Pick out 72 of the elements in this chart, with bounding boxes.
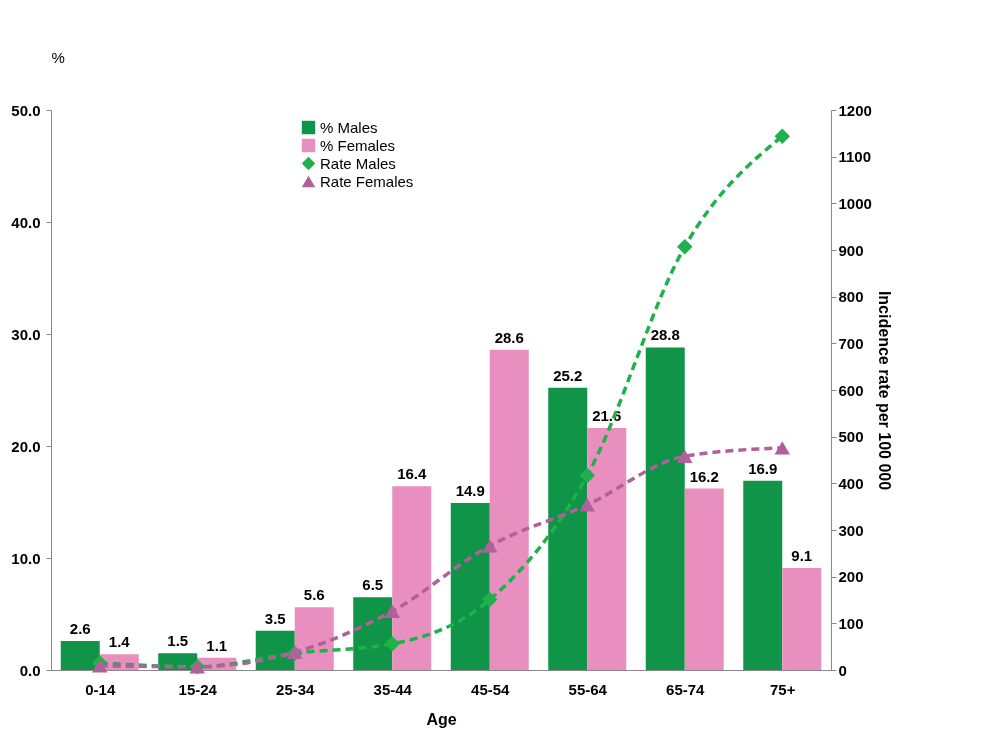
bar: [587, 428, 627, 670]
x-tick-label: 75+: [770, 680, 796, 698]
legend-label: Rate Females: [320, 172, 414, 190]
y2-tick-label: 200: [838, 568, 864, 586]
x-tick-label: 15-24: [178, 680, 218, 698]
bar: [450, 503, 490, 670]
y2-tick-label: 1000: [838, 194, 872, 212]
bar: [353, 597, 393, 670]
legend-label: Rate Males: [320, 154, 396, 172]
point: [92, 659, 108, 673]
y2-tick-label: 900: [838, 241, 864, 259]
data-label: 1.5: [167, 632, 189, 650]
point: [774, 128, 790, 144]
bar: [645, 347, 685, 670]
data-label: 28.6: [494, 328, 524, 346]
y2-tick-label: 300: [838, 521, 864, 539]
y2-tick-label: 500: [838, 428, 864, 446]
bar: [294, 607, 334, 670]
y2-tick-label: 1100: [838, 148, 872, 166]
y-tick-label: 10.0: [11, 549, 41, 567]
y2-tick-label: 400: [838, 474, 864, 492]
x-tick-label: 25-34: [276, 680, 316, 698]
point: [482, 539, 498, 553]
y2-tick-label: 1200: [838, 101, 872, 119]
bar: [548, 387, 588, 670]
y-tick-label: 50.0: [11, 101, 41, 119]
y-axis-title: %: [51, 48, 65, 66]
point: [677, 449, 693, 463]
point: [482, 591, 498, 608]
bar: [60, 640, 100, 670]
x-tick-label: 65-74: [666, 680, 706, 698]
bar: [743, 480, 783, 670]
data-label: 3.5: [264, 609, 286, 627]
x-axis-title: Age: [426, 710, 457, 728]
data-label: 2.6: [69, 619, 91, 637]
legend-label: % Females: [320, 136, 396, 154]
y-tick-label: 30.0: [11, 325, 41, 343]
y-tick-label: 20.0: [11, 437, 41, 455]
point: [677, 238, 693, 255]
x-tick-label: 55-64: [568, 680, 608, 698]
point: [774, 441, 790, 455]
y2-tick-label: 800: [838, 288, 864, 306]
data-label: 14.9: [455, 482, 485, 500]
data-label: 16.2: [689, 467, 719, 485]
point: [384, 636, 400, 652]
data-label: 9.1: [791, 547, 813, 565]
data-label: 1.4: [108, 633, 131, 651]
y2-tick-label: 600: [838, 381, 864, 399]
bar: [782, 568, 822, 670]
bar: [684, 488, 724, 670]
x-tick-label: 0-14: [85, 680, 116, 698]
data-label: 25.2: [553, 366, 583, 384]
data-label: 1.1: [206, 636, 228, 654]
y2-tick-label: 100: [838, 614, 864, 632]
legend-label: % Males: [320, 118, 378, 136]
data-label: 6.5: [362, 576, 384, 594]
y2-axis-title: Incidence rate per 100 000: [875, 290, 893, 491]
point: [579, 467, 595, 484]
data-label: 16.4: [397, 465, 427, 483]
data-label: 16.9: [748, 459, 778, 477]
point: [384, 604, 400, 618]
x-tick-label: 35-44: [373, 680, 413, 698]
x-tick-label: 45-54: [471, 680, 511, 698]
data-label: 5.6: [303, 586, 325, 604]
y2-tick-label: 0: [838, 661, 847, 679]
y-tick-label: 40.0: [11, 213, 41, 231]
point: [579, 498, 595, 512]
y2-tick-label: 700: [838, 334, 864, 352]
bar: [489, 349, 529, 670]
y-tick-label: 0.0: [19, 661, 41, 679]
data-label: 28.8: [650, 326, 680, 344]
bar: [392, 486, 432, 670]
